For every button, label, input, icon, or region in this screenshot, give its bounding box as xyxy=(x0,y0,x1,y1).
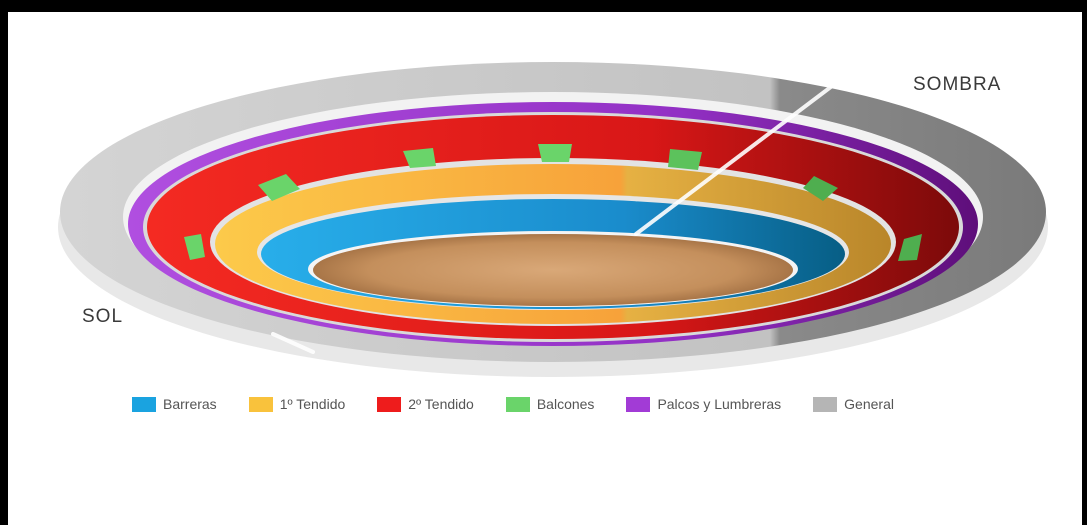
legend-label: Balcones xyxy=(536,396,595,412)
legend-label: Palcos y Lumbreras xyxy=(657,396,782,412)
legend-swatch xyxy=(626,396,651,412)
balcon-marker xyxy=(898,234,922,261)
legend-label: 2º Tendido xyxy=(408,396,474,412)
legend-item-palcos: Palcos y Lumbreras xyxy=(626,396,781,412)
sombra-divider-line xyxy=(634,72,850,236)
bullring-diagram xyxy=(58,62,1048,377)
legend-swatch xyxy=(813,396,838,412)
balcon-marker xyxy=(403,148,436,168)
legend-item-tendido2: 2º Tendido xyxy=(377,396,474,412)
legend-swatch xyxy=(505,396,530,412)
legend-item-barreras: Barreras xyxy=(132,396,217,412)
arena-sand xyxy=(313,234,793,306)
legend-label: Barreras xyxy=(163,396,217,412)
legend-swatch xyxy=(377,396,402,412)
legend-item-general: General xyxy=(813,396,894,412)
balcon-marker xyxy=(668,149,702,170)
sombra-label: SOMBRA xyxy=(913,74,1002,95)
legend-item-balcones: Balcones xyxy=(505,396,595,412)
balcon-marker xyxy=(258,174,300,201)
bullring-seating-map: SOMBRA SOL Barreras 1º Tendido 2º Tendid… xyxy=(8,12,1082,525)
legend-label: 1º Tendido xyxy=(279,396,346,412)
legend-item-tendido1: 1º Tendido xyxy=(248,396,346,412)
legend: Barreras 1º Tendido 2º Tendido Balcones … xyxy=(132,396,926,412)
balcon-marker xyxy=(538,144,572,162)
legend-swatch xyxy=(132,396,156,412)
balcon-marker xyxy=(803,176,838,201)
legend-swatch xyxy=(248,396,273,412)
sol-divider-line xyxy=(271,332,315,354)
balcon-marker xyxy=(184,234,205,260)
legend-label: General xyxy=(844,396,894,412)
sol-label: SOL xyxy=(82,306,124,327)
